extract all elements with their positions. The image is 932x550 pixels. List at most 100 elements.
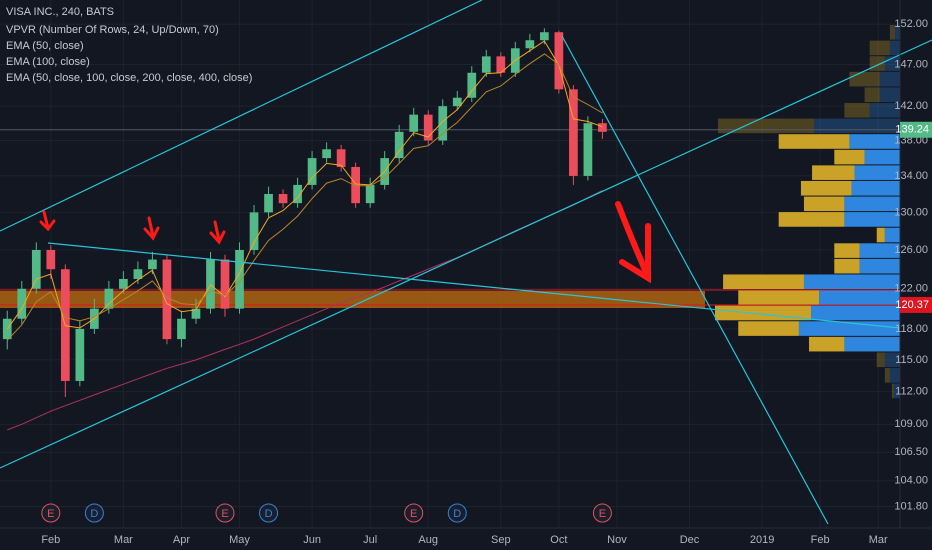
candle-body [2,318,12,340]
vp-up [859,258,900,274]
event-label: E [47,508,54,520]
candle-body [322,149,331,159]
y-tick-label: 134.00 [894,170,928,182]
candle-body [46,249,56,270]
vp-down [849,71,880,87]
price-tag [900,296,932,313]
candle-body [409,114,419,132]
y-tick-label: 142.00 [894,100,928,112]
event-label: E [410,508,417,520]
ema-line [6,40,603,330]
y-tick-label: 109.00 [894,418,928,430]
vp-up [844,196,900,212]
price-tag-label: 139.24 [895,124,929,136]
vp-down [800,180,852,196]
drawings [0,0,932,525]
vp-down [834,243,860,258]
vp-up [851,180,900,196]
y-tick-label: 152.00 [894,18,928,30]
candle-body [307,158,317,185]
arrow [209,220,226,245]
vp-up [811,305,900,321]
y-tick-label: 130.00 [894,206,928,218]
support-zone [0,291,705,308]
candle-body [235,249,244,309]
vp-up [869,103,900,118]
candle-body [75,328,85,381]
vp-up [854,165,900,180]
vp-up [814,118,900,134]
event-marker [41,503,61,523]
x-tick-label: Jun [303,534,321,546]
candle-body [351,166,360,204]
x-tick-label: Dec [680,534,700,546]
x-tick-label: Jul [363,534,377,546]
candle-body [249,212,259,250]
arrows [39,201,651,284]
x-tick-label: Feb [811,534,830,546]
arrow [143,216,160,241]
y-tick-label: 126.00 [894,244,928,256]
price-tag-label: 120.37 [895,299,929,311]
candle-body [31,249,41,289]
vp-up [889,40,900,56]
x-tick-label: Sep [491,534,511,546]
vp-down [738,321,799,336]
y-tick-label: 118.00 [895,323,928,335]
candle-body [598,123,607,132]
labels: 152.00147.00142.00138.00134.00130.00126.… [41,18,932,546]
y-tick-label: 122.00 [894,283,928,295]
candle-body [17,288,27,319]
vp-down [889,25,895,40]
arrow [39,210,56,232]
x-tick-label: Mar [869,534,888,546]
marks [0,28,900,431]
vp-up [844,336,900,352]
candle-body [264,194,273,213]
event-label: D [453,508,461,520]
grid [0,0,900,528]
x-tick-label: Apr [173,534,190,546]
candle-body [119,278,128,289]
candle-body [206,259,215,309]
vp-up [894,25,900,40]
event-marker [215,503,235,523]
y-tick-label: 106.50 [894,446,928,458]
event-marker [84,503,104,523]
y-tick-label: 104.00 [894,475,928,487]
vp-down [876,352,885,368]
vp-up [844,212,900,227]
event-marker [259,503,279,523]
indicator-name: EMA (100, close) [6,56,90,68]
vp-down [844,103,870,118]
candle-body [336,149,346,167]
candle-body [220,259,230,309]
event-label: E [221,508,228,520]
event-label: D [265,508,273,520]
candle-body [423,114,433,141]
vp-down [869,56,885,71]
symbol-title: VISA INC., 240, BATS [6,6,114,18]
indicator-name: EMA (50, close, 100, close, 200, close, … [6,72,252,84]
candle-body [104,288,114,309]
vp-down [864,87,880,103]
trend-line [47,242,901,329]
vp-up [893,383,900,399]
y-tick-label: 101.80 [894,500,928,512]
vp-up [819,290,900,305]
candle-body [191,308,201,319]
candle-body [148,259,157,270]
event-label: D [90,508,98,520]
x-tick-label: May [229,534,250,546]
candle-body [540,32,549,41]
event-marker [404,503,424,523]
legend: VISA INC., 240, BATS VPVR (Number Of Row… [6,6,252,84]
vp-down [778,134,850,149]
vp-down [803,196,845,212]
candle-body [496,56,506,73]
vp-down [869,40,890,56]
candle-body [467,72,477,98]
candle-body [293,184,302,204]
vp-down [891,383,894,399]
